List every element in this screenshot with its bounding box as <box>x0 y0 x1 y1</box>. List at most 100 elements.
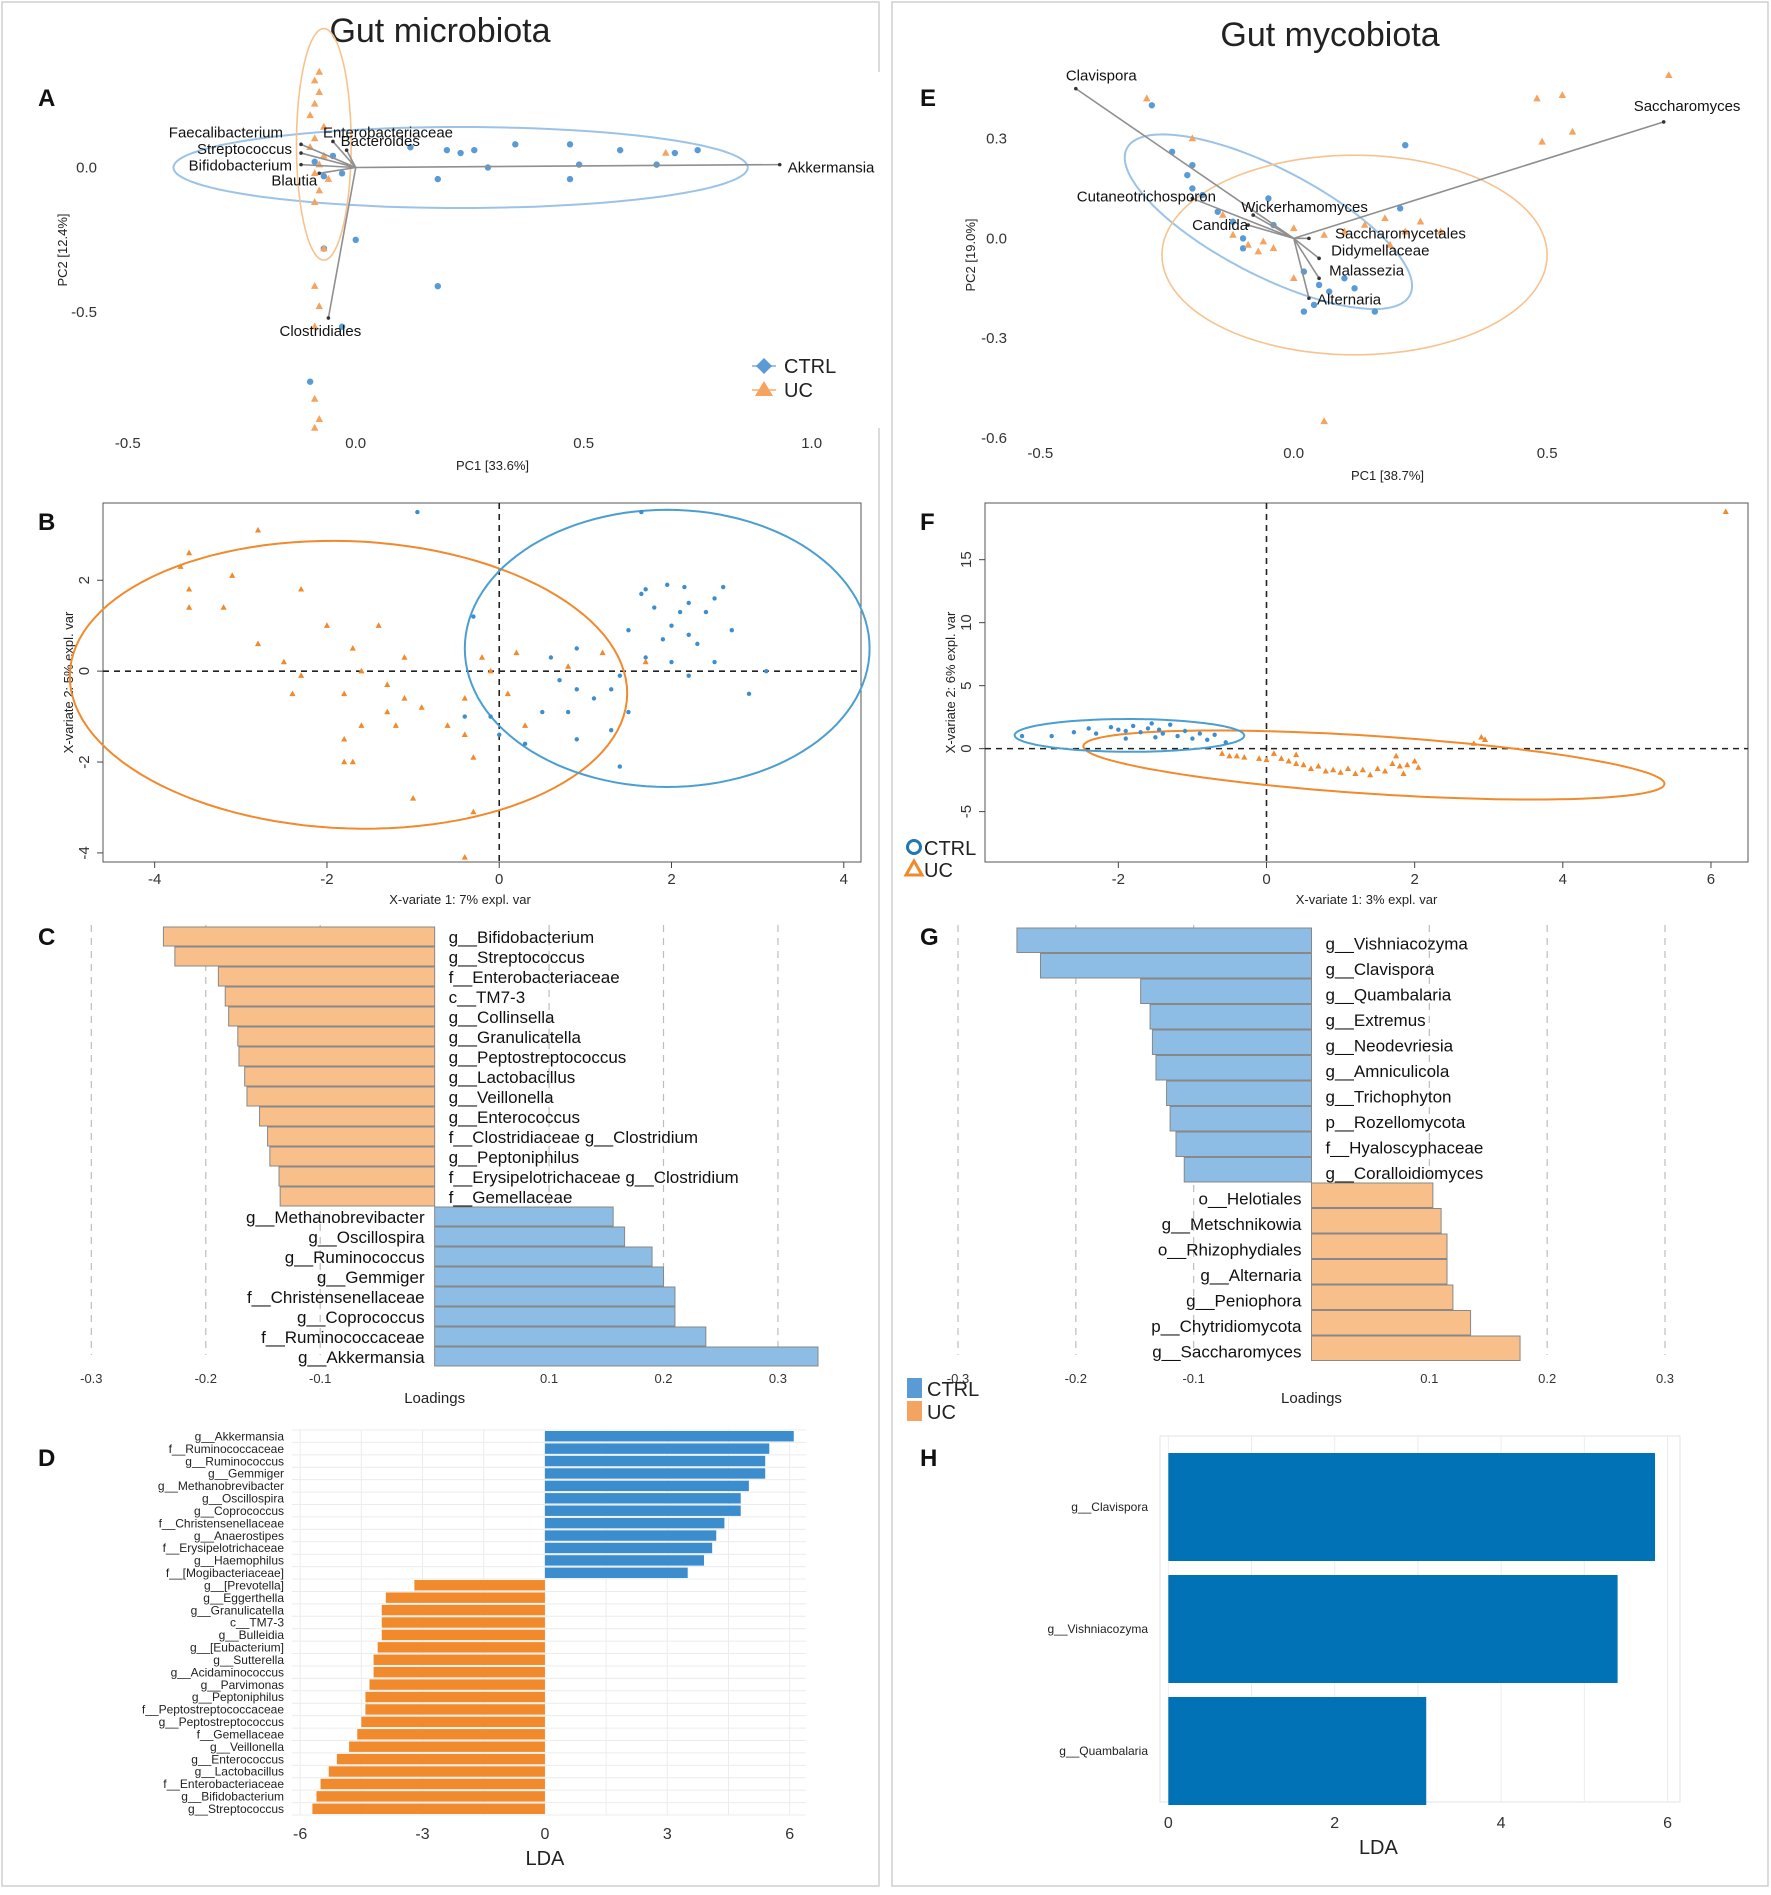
bar-label: g__Bifidobacterium <box>181 1790 284 1804</box>
ctrl-bar <box>434 1206 614 1227</box>
x-tick-label: -2 <box>320 871 333 888</box>
panel-letter-g: G <box>920 924 939 951</box>
ctrl-point <box>575 161 583 168</box>
uc-point <box>661 148 670 156</box>
uc-point <box>384 708 391 715</box>
uc-point <box>1256 755 1263 761</box>
uc-lda-bar <box>377 1642 545 1653</box>
uc-point <box>1367 771 1374 778</box>
x-tick-label: 0.3 <box>1656 1371 1674 1386</box>
x-tick-label: 0.5 <box>1537 445 1558 462</box>
ctrl-point <box>686 632 691 637</box>
ctrl-point <box>695 641 700 647</box>
uc-point <box>1381 767 1389 774</box>
uc-point <box>186 585 193 592</box>
bar-label: g__Sutterella <box>213 1653 284 1667</box>
ctrl-point <box>643 587 648 592</box>
ctrl-point <box>712 596 717 601</box>
x-tick-label: 0 <box>1262 871 1270 888</box>
bar-label: f__Christensenellaceae <box>159 1516 285 1530</box>
bar-label: g__Lactobacillus <box>449 1068 576 1087</box>
uc-point <box>1533 94 1541 102</box>
y-tick-label: 0.0 <box>986 230 1007 247</box>
uc-point <box>320 151 328 159</box>
x-tick-label: 4 <box>1559 871 1567 888</box>
uc-lda-bar <box>361 1716 545 1728</box>
vector-label: Wickerhamomyces <box>1241 199 1368 216</box>
x-tick-label: 3 <box>663 1826 672 1843</box>
ctrl-point <box>320 172 328 180</box>
ctrl-point <box>1149 721 1154 726</box>
uc-lda-bar <box>373 1666 545 1678</box>
uc-point <box>1330 766 1337 773</box>
ctrl-point <box>471 614 476 619</box>
ctrl-ellipse <box>172 126 749 209</box>
uc-point <box>1142 94 1151 102</box>
bar-label: g__[Eubacterium] <box>190 1641 284 1655</box>
ctrl-point <box>639 591 644 597</box>
uc-point <box>565 663 572 669</box>
uc-point <box>1558 91 1567 99</box>
uc-point <box>310 281 319 289</box>
uc-point <box>1241 754 1248 760</box>
ctrl-point <box>1160 731 1165 736</box>
x-tick-label: 4 <box>1497 1815 1506 1832</box>
uc-bar <box>244 1066 436 1087</box>
loading-vector <box>300 163 356 169</box>
uc-point <box>341 758 348 765</box>
uc-point <box>220 604 227 610</box>
uc-point <box>1259 237 1268 245</box>
bar-label: o__Rhizophydiales <box>1158 1241 1302 1260</box>
ctrl-point <box>1190 736 1195 741</box>
bar-label: g__Coprococcus <box>194 1504 284 1518</box>
legend-uc-triangle-icon <box>903 857 925 877</box>
legend-uc-swatch <box>907 1401 922 1421</box>
ctrl-point <box>626 709 631 715</box>
ctrl-point <box>617 673 623 678</box>
bar-label: g__Coralloidiomyces <box>1326 1164 1484 1183</box>
bar-label: g__Vishniacozyma <box>1047 1622 1148 1636</box>
uc-bar <box>217 966 436 987</box>
uc-point <box>1568 127 1577 135</box>
x-tick-label: -0.5 <box>115 435 141 452</box>
uc-point <box>1396 762 1403 769</box>
uc-point <box>1244 240 1252 248</box>
ctrl-point <box>306 378 314 385</box>
x-tick-label: -6 <box>293 1826 307 1843</box>
uc-point <box>341 735 348 742</box>
uc-point <box>298 672 305 678</box>
ctrl-lda-bar <box>544 1480 749 1492</box>
uc-point <box>1381 214 1389 222</box>
ctrl-ellipse <box>463 508 871 789</box>
y-tick-label: 0 <box>958 744 975 752</box>
ctrl-bar <box>434 1326 707 1347</box>
vector-label: Akkermansia <box>788 160 875 177</box>
loading-vector <box>1293 237 1320 259</box>
bar-label: p__Chytridiomycota <box>1151 1317 1302 1336</box>
uc-point <box>1300 761 1307 768</box>
bar-label: g__[Prevotella] <box>204 1578 284 1592</box>
uc-point <box>1263 756 1270 763</box>
y-axis-label: X-variate 2: 5% expl. var <box>61 611 76 753</box>
uc-point <box>186 549 193 556</box>
ctrl-point <box>1019 733 1025 739</box>
vector-head <box>299 162 303 167</box>
bar-label: g__Parvimonas <box>201 1678 284 1692</box>
uc-point <box>1436 227 1445 235</box>
panel-letter-b: B <box>38 509 55 536</box>
x-tick-label: 0.2 <box>654 1371 672 1386</box>
uc-point <box>1400 770 1407 777</box>
plot-border <box>102 502 862 863</box>
vector-head <box>1661 120 1666 124</box>
right-panel-frame <box>891 1 1769 1887</box>
bar-label: f__Hyaloscyphaceae <box>1326 1139 1484 1158</box>
uc-point <box>324 174 333 182</box>
ctrl-point <box>1093 731 1099 736</box>
uc-point <box>1289 274 1298 282</box>
x-tick-label: 0.1 <box>1420 1371 1438 1386</box>
x-tick-label: 4 <box>840 871 848 888</box>
ctrl-point <box>1167 722 1173 727</box>
ctrl-point <box>1071 730 1077 735</box>
uc-point <box>341 690 348 697</box>
ctrl-lda-bar <box>544 1505 741 1516</box>
